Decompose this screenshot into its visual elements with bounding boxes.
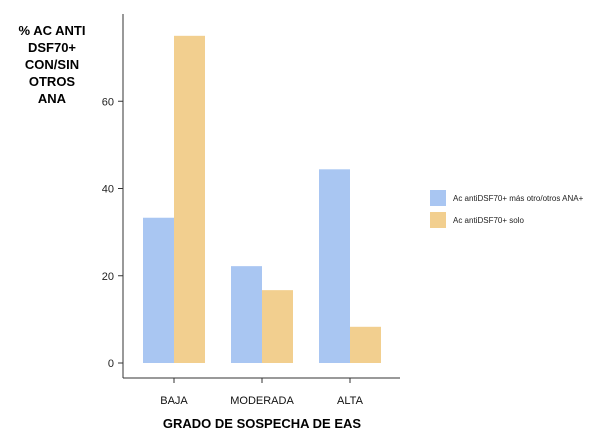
y-axis-label-line: DSF70+ xyxy=(27,40,77,55)
bar-baja-series-1 xyxy=(143,217,174,363)
y-axis-label-line: ANA xyxy=(37,91,67,106)
legend-label-series-1: Ac antiDSF70+ más otro/otros ANA+ xyxy=(453,193,584,203)
bar-alta-series-2 xyxy=(350,326,381,363)
legend-item-series-1: Ac antiDSF70+ más otro/otros ANA+ xyxy=(430,190,583,206)
y-axis-label-line: CON/SIN OTROS xyxy=(24,57,80,89)
bars xyxy=(143,35,381,363)
legend-label-series-2: Ac antiDSF70+ solo xyxy=(453,215,524,225)
y-axis-label-line: % AC ANTI xyxy=(18,23,86,38)
legend: Ac antiDSF70+ más otro/otros ANA+ Ac ant… xyxy=(430,190,583,234)
legend-swatch-series-1 xyxy=(430,190,446,206)
y-tick-label: 20 xyxy=(102,271,114,283)
x-tick-label-alta: ALTA xyxy=(337,395,364,407)
x-tick-label-moderada: MODERADA xyxy=(230,395,294,407)
x-axis-label: GRADO DE SOSPECHA DE EAS xyxy=(163,416,361,431)
y-axis-label: % AC ANTI DSF70+ CON/SIN OTROS ANA xyxy=(10,22,94,107)
bar-alta-series-1 xyxy=(319,169,350,363)
bar-baja-series-2 xyxy=(174,35,205,363)
x-ticks: BAJA MODERADA ALTA xyxy=(160,378,364,407)
bar-moderada-series-1 xyxy=(231,266,262,363)
y-tick-label: 40 xyxy=(102,184,114,196)
y-tick-label: 0 xyxy=(108,358,114,370)
legend-item-series-2: Ac antiDSF70+ solo xyxy=(430,212,583,228)
x-tick-label-baja: BAJA xyxy=(160,395,188,407)
bar-moderada-series-2 xyxy=(262,290,293,363)
y-ticks: 0 20 40 60 xyxy=(102,96,123,370)
legend-swatch-series-2 xyxy=(430,212,446,228)
y-tick-label: 60 xyxy=(102,96,114,108)
